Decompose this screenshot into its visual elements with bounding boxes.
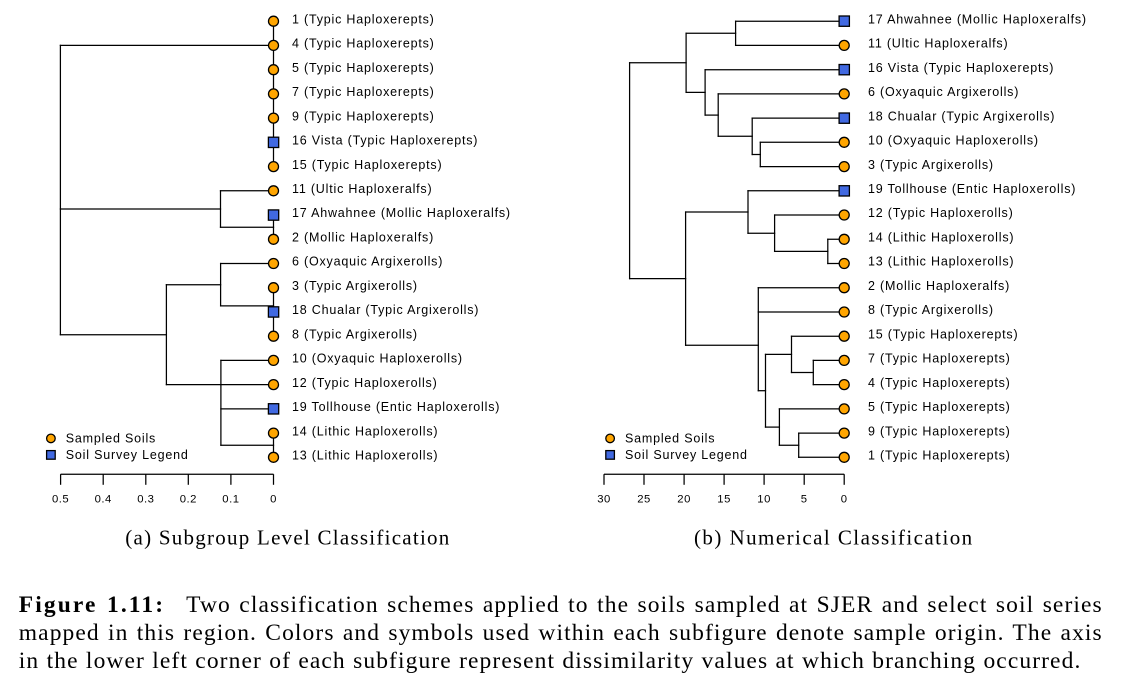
svg-text:6 (Oxyaquic Argixerolls): 6 (Oxyaquic Argixerolls) [868,85,1019,99]
svg-text:0: 0 [270,493,277,505]
svg-text:19 Tollhouse (Entic Haploxerol: 19 Tollhouse (Entic Haploxerolls) [868,182,1076,196]
svg-text:2 (Mollic Haploxeralfs): 2 (Mollic Haploxeralfs) [868,279,1010,293]
svg-text:18 Chualar (Typic Argixerolls): 18 Chualar (Typic Argixerolls) [292,303,479,317]
svg-text:7 (Typic Haploxerepts): 7 (Typic Haploxerepts) [292,85,435,99]
svg-text:Soil Survey Legend: Soil Survey Legend [625,448,748,462]
svg-text:17 Ahwahnee (Mollic Haploxeral: 17 Ahwahnee (Mollic Haploxeralfs) [292,206,511,220]
svg-text:Sampled Soils: Sampled Soils [625,432,715,446]
svg-text:17 Ahwahnee (Mollic Haploxeral: 17 Ahwahnee (Mollic Haploxeralfs) [868,12,1087,26]
svg-text:8 (Typic Argixerolls): 8 (Typic Argixerolls) [292,327,418,341]
svg-text:5 (Typic Haploxerepts): 5 (Typic Haploxerepts) [292,61,435,75]
svg-text:10 (Oxyaquic Haploxerolls): 10 (Oxyaquic Haploxerolls) [868,134,1039,148]
svg-text:6 (Oxyaquic Argixerolls): 6 (Oxyaquic Argixerolls) [292,255,443,269]
svg-text:4 (Typic Haploxerepts): 4 (Typic Haploxerepts) [868,376,1011,390]
svg-text:0.5: 0.5 [52,493,69,505]
svg-text:19 Tollhouse (Entic Haploxerol: 19 Tollhouse (Entic Haploxerolls) [292,400,500,414]
svg-text:20: 20 [677,493,691,505]
svg-text:7 (Typic Haploxerepts): 7 (Typic Haploxerepts) [868,352,1011,366]
svg-text:11 (Ultic Haploxeralfs): 11 (Ultic Haploxeralfs) [868,37,1008,51]
svg-text:18 Chualar (Typic Argixerolls): 18 Chualar (Typic Argixerolls) [868,109,1055,123]
svg-text:25: 25 [637,493,651,505]
svg-text:2 (Mollic Haploxeralfs): 2 (Mollic Haploxeralfs) [292,231,434,245]
svg-text:10 (Oxyaquic Haploxerolls): 10 (Oxyaquic Haploxerolls) [292,352,463,366]
svg-text:1 (Typic Haploxerepts): 1 (Typic Haploxerepts) [868,449,1011,463]
svg-text:0.2: 0.2 [180,493,197,505]
svg-text:0.1: 0.1 [222,493,239,505]
svg-text:14 (Lithic Haploxerolls): 14 (Lithic Haploxerolls) [292,424,438,438]
svg-text:3 (Typic Argixerolls): 3 (Typic Argixerolls) [292,279,418,293]
svg-text:8 (Typic Argixerolls): 8 (Typic Argixerolls) [868,303,994,317]
svg-text:10: 10 [757,493,771,505]
svg-text:5 (Typic Haploxerepts): 5 (Typic Haploxerepts) [868,400,1011,414]
svg-text:14 (Lithic Haploxerolls): 14 (Lithic Haploxerolls) [868,231,1014,245]
svg-text:0.4: 0.4 [95,493,112,505]
svg-text:0.3: 0.3 [137,493,154,505]
svg-text:9 (Typic Haploxerepts): 9 (Typic Haploxerepts) [292,109,435,123]
svg-text:16 Vista (Typic Haploxerepts): 16 Vista (Typic Haploxerepts) [868,61,1054,75]
svg-text:5: 5 [801,493,808,505]
svg-text:0: 0 [841,493,848,505]
svg-text:11 (Ultic Haploxeralfs): 11 (Ultic Haploxeralfs) [292,182,432,196]
svg-text:30: 30 [597,493,611,505]
svg-text:1 (Typic Haploxerepts): 1 (Typic Haploxerepts) [292,12,435,26]
svg-text:16 Vista (Typic Haploxerepts): 16 Vista (Typic Haploxerepts) [292,134,478,148]
svg-text:13 (Lithic Haploxerolls): 13 (Lithic Haploxerolls) [292,449,438,463]
svg-text:Sampled Soils: Sampled Soils [66,432,156,446]
svg-text:4 (Typic Haploxerepts): 4 (Typic Haploxerepts) [292,37,435,51]
svg-text:Soil Survey Legend: Soil Survey Legend [66,448,189,462]
svg-text:15 (Typic Haploxerepts): 15 (Typic Haploxerepts) [292,158,442,172]
svg-text:15 (Typic Haploxerepts): 15 (Typic Haploxerepts) [868,327,1018,341]
svg-text:13 (Lithic Haploxerolls): 13 (Lithic Haploxerolls) [868,255,1014,269]
svg-text:12 (Typic Haploxerolls): 12 (Typic Haploxerolls) [868,206,1014,220]
svg-text:(b) Numerical Classification: (b) Numerical Classification [694,526,974,550]
svg-text:9 (Typic Haploxerepts): 9 (Typic Haploxerepts) [868,424,1011,438]
svg-text:15: 15 [717,493,731,505]
svg-text:3 (Typic Argixerolls): 3 (Typic Argixerolls) [868,158,994,172]
svg-text:12 (Typic Haploxerolls): 12 (Typic Haploxerolls) [292,376,438,390]
svg-text:(a) Subgroup Level Classificat: (a) Subgroup Level Classification [125,526,450,550]
